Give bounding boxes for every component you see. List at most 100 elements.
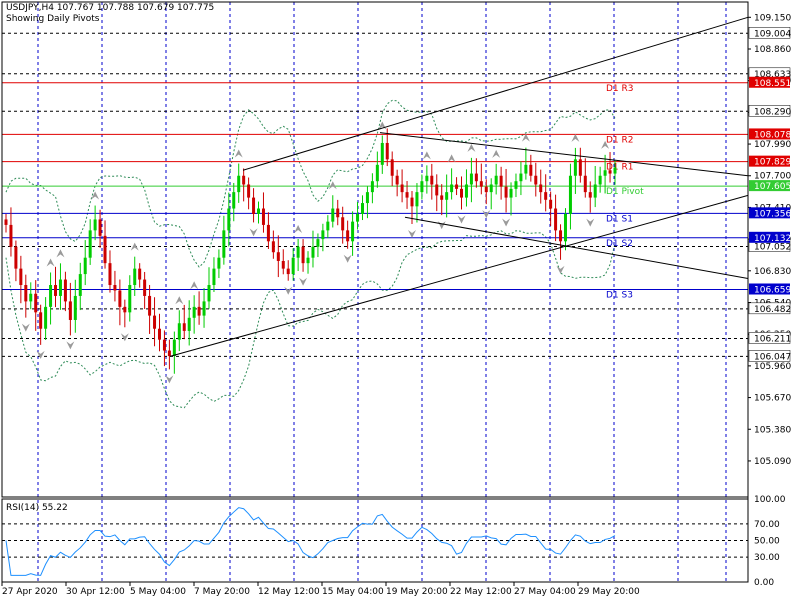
candle-body	[301, 246, 305, 264]
candle-body	[232, 192, 236, 209]
candle-body	[440, 195, 444, 200]
pivot-price-label: 107.605	[754, 182, 791, 192]
candle-body	[588, 192, 592, 198]
price-tick-label: 107.700	[754, 172, 791, 182]
candle-body	[227, 208, 231, 231]
fractal-up-marker	[422, 151, 431, 160]
candle-body	[474, 173, 478, 182]
candle-body	[375, 164, 379, 182]
fractal-up-marker	[492, 149, 501, 158]
time-tick-label: 22 May 12:00	[450, 587, 512, 597]
pivot-label: D1 S3	[606, 290, 633, 300]
pivot-label: D1 S1	[606, 214, 633, 224]
candle-body	[489, 184, 493, 193]
price-tick-label: 105.090	[754, 457, 791, 467]
time-tick-label: 5 May 04:00	[130, 587, 186, 597]
time-tick-label: 27 May 04:00	[514, 587, 576, 597]
pivot-price-tag	[749, 207, 790, 219]
symbol-header: USDJPY,H4 107.767 107.788 107.679 107.77…	[6, 3, 215, 13]
candle-body	[603, 170, 607, 176]
time-tick-label: 29 May 20:00	[578, 587, 640, 597]
candle-body	[187, 317, 191, 331]
fractal-up-marker	[294, 225, 303, 234]
fractal-down-marker	[482, 210, 491, 219]
candle-body	[9, 224, 13, 247]
candle-body	[395, 175, 399, 185]
candle-body	[167, 350, 171, 357]
candle-body	[271, 241, 275, 253]
candle-body	[162, 339, 166, 351]
candle-body	[172, 339, 176, 357]
candle-body	[578, 159, 582, 176]
candle-body	[360, 203, 364, 214]
candle-body	[415, 192, 419, 207]
candle-body	[514, 181, 518, 189]
candle-body	[78, 274, 82, 296]
candle-body	[123, 306, 127, 313]
candle-body	[113, 285, 117, 291]
time-axis: 27 Apr 2020 30 Apr 12:00 5 May 04:00 7 May …	[1, 582, 640, 597]
candle-body	[380, 142, 384, 165]
candle-body	[370, 181, 374, 193]
fractal-up-marker	[447, 154, 456, 163]
candle-body	[608, 170, 612, 174]
candle-body	[88, 230, 92, 258]
pivot-price-tag	[749, 155, 790, 167]
fractal-up-marker	[190, 281, 199, 290]
candle-body	[524, 164, 528, 174]
candle-body	[464, 184, 468, 198]
candle-body	[346, 230, 350, 242]
candle-body	[29, 293, 33, 302]
time-tick-label: 12 May 12:00	[258, 587, 320, 597]
candle-body	[222, 230, 226, 258]
candle-body	[14, 246, 18, 269]
candle-body	[192, 306, 196, 318]
candle-body	[504, 186, 508, 198]
candle-body	[356, 213, 360, 222]
rsi-line	[5, 507, 616, 576]
fractal-down-marker	[343, 254, 352, 263]
price-mark-tag	[748, 105, 791, 117]
candle-body	[311, 246, 315, 258]
candle-body	[351, 221, 355, 242]
pivot-label: D1 R3	[606, 84, 634, 94]
pivot-price-label: 107.132	[754, 234, 791, 244]
candle-body	[405, 192, 409, 198]
price-mark-label: 108.633	[754, 70, 791, 80]
band-line	[5, 99, 616, 268]
price-tick-label: 105.380	[754, 425, 791, 435]
candle-body	[385, 142, 389, 160]
pivot-price-label: 106.659	[754, 285, 791, 295]
pivot-price-label: 108.078	[754, 130, 791, 140]
fractal-down-marker	[437, 221, 446, 230]
price-tick-label: 109.150	[754, 13, 791, 23]
fractal-down-marker	[284, 286, 293, 295]
candle-body	[326, 221, 330, 231]
candle-body	[118, 290, 122, 307]
candle-body	[321, 230, 325, 240]
candle-body	[573, 159, 577, 176]
pivots-note: Showing Daily Pivots	[6, 14, 100, 24]
price-mark-label: 106.211	[754, 334, 791, 344]
pivot-price-tag	[749, 76, 790, 88]
candle-body	[296, 246, 300, 258]
candle-body	[207, 285, 211, 302]
time-tick-label: 19 May 20:00	[386, 587, 448, 597]
candle-body	[519, 173, 523, 182]
rsi-tick-label: 30.00	[754, 553, 780, 563]
candle-body	[499, 175, 503, 187]
trendline	[169, 194, 749, 357]
price-mark-tag	[748, 332, 791, 344]
candle-body	[291, 257, 295, 275]
candle-body	[276, 252, 280, 261]
price-mark-tag	[748, 27, 791, 39]
candle-body	[455, 184, 459, 189]
fractal-down-marker	[408, 229, 416, 238]
pivot-price-tag	[749, 128, 790, 140]
fractal-up-marker	[130, 242, 139, 251]
pivot-price-label: 108.551	[754, 79, 791, 89]
fractal-down-marker	[502, 218, 511, 227]
pivot-levels: D1 R3 D1 R2 D1 R1 D1 Pivot D1 S1 D1 S2 D1 S3	[2, 32, 748, 357]
candle-body	[400, 184, 404, 193]
candle-body	[148, 295, 152, 316]
